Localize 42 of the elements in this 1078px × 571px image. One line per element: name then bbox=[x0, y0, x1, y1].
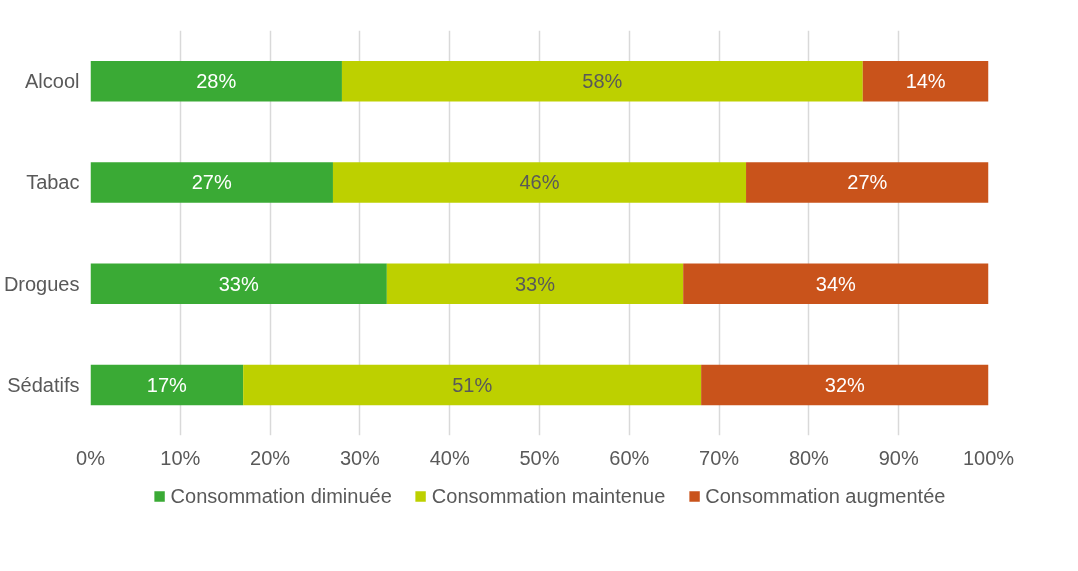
bar bbox=[90, 364, 244, 406]
bar bbox=[341, 60, 863, 102]
bar bbox=[243, 364, 702, 406]
data-label: 27% bbox=[847, 171, 888, 194]
bar bbox=[90, 263, 387, 304]
bar bbox=[862, 60, 989, 102]
y-tick-label: Drogues bbox=[3, 272, 80, 295]
bar bbox=[683, 263, 989, 304]
legend-label: Consommation diminuée bbox=[170, 484, 392, 508]
bar bbox=[90, 162, 333, 203]
bar bbox=[90, 60, 342, 102]
data-label: 17% bbox=[146, 373, 188, 396]
x-tick-label: 80% bbox=[788, 446, 830, 469]
x-tick-label: 10% bbox=[160, 446, 201, 469]
data-label: 58% bbox=[582, 70, 623, 93]
x-tick-label: 60% bbox=[609, 446, 650, 469]
bar bbox=[701, 364, 989, 406]
data-label: 46% bbox=[519, 171, 560, 194]
data-label: 28% bbox=[196, 70, 237, 93]
x-tick-label: 50% bbox=[519, 446, 560, 469]
data-label: 51% bbox=[452, 373, 493, 396]
data-label: 34% bbox=[815, 272, 857, 295]
data-label: 14% bbox=[905, 70, 946, 93]
x-tick-label: 90% bbox=[878, 446, 919, 469]
bar bbox=[386, 263, 684, 304]
bar bbox=[746, 162, 989, 203]
x-tick-label: 0% bbox=[76, 446, 106, 469]
y-tick-label: Alcool bbox=[25, 70, 80, 93]
y-tick-label: Tabac bbox=[26, 171, 80, 194]
legend-label: Consommation augmentée bbox=[705, 484, 946, 508]
data-label: 27% bbox=[191, 171, 232, 194]
data-label: 33% bbox=[218, 272, 259, 295]
x-tick-label: 40% bbox=[429, 446, 470, 469]
data-label: 33% bbox=[515, 272, 556, 295]
x-tick-label: 30% bbox=[339, 446, 381, 469]
x-tick-label: 100% bbox=[962, 446, 1015, 469]
x-tick-label: 20% bbox=[250, 446, 291, 469]
legend-label: Consommation maintenue bbox=[431, 484, 666, 508]
bar bbox=[332, 162, 747, 203]
x-tick-label: 70% bbox=[699, 446, 740, 469]
data-label: 32% bbox=[824, 373, 866, 396]
y-tick-label: Sédatifs bbox=[7, 373, 80, 396]
